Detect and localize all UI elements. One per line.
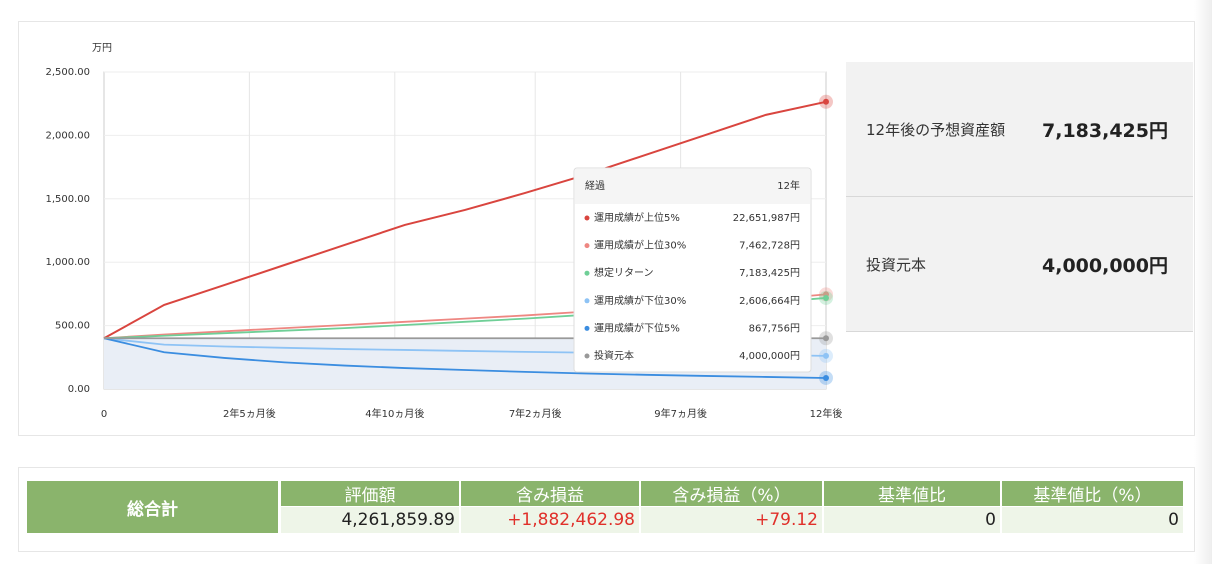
- tooltip-value: 4,000,000円: [739, 351, 800, 362]
- tooltip-series-name: 想定リターン: [594, 266, 654, 279]
- y-tick-label: 1,000.00: [45, 257, 90, 268]
- x-tick-label: 12年後: [810, 407, 843, 420]
- tooltip-header-bg: [575, 169, 810, 204]
- summary-row: 12年後の予想資産額 7,183,425円: [846, 62, 1193, 197]
- series-line: [103, 100, 827, 340]
- y-tick-label: 1,500.00: [45, 194, 90, 205]
- scroll-shadow: [1194, 0, 1212, 564]
- x-tick-label: 0: [101, 409, 107, 420]
- table-cell: +79.12: [641, 507, 822, 533]
- tooltip-dot: [584, 325, 590, 331]
- tooltip-series-name: 投資元本: [594, 349, 634, 362]
- tooltip-header-value: 12年: [777, 179, 800, 192]
- tooltip-dot: [584, 243, 590, 249]
- table-title: 総合計: [27, 481, 278, 533]
- tooltip-value: 7,462,728円: [739, 241, 800, 252]
- end-point: [823, 374, 829, 381]
- tooltip-header: 経過: [585, 179, 605, 192]
- summary-row: 投資元本 4,000,000円: [846, 197, 1193, 332]
- series-line: [103, 337, 827, 379]
- y-tick-label: 0.00: [68, 384, 90, 395]
- column-header: 評価額: [281, 481, 459, 506]
- tooltip-series-name: 運用成績が下位5%: [594, 321, 680, 334]
- table-cell: +1,882,462.98: [461, 507, 639, 533]
- tooltip-dot: [584, 298, 590, 304]
- tooltip-value: 22,651,987円: [733, 213, 800, 224]
- tooltip-value: 2,606,664円: [739, 296, 800, 307]
- column-header: 含み損益: [461, 481, 639, 506]
- table-cell: 4,261,859.89: [281, 507, 459, 533]
- summary-value: 4,000,000円: [1042, 254, 1168, 277]
- end-point: [823, 98, 829, 105]
- x-tick-label: 9年7ヵ月後: [654, 407, 707, 420]
- y-tick-label: 500.00: [55, 321, 90, 332]
- column-header: 基準値比: [824, 481, 1000, 506]
- tooltip-dot: [584, 215, 590, 221]
- tooltip-value: 867,756円: [749, 323, 800, 334]
- table-cell: 0: [1002, 507, 1183, 533]
- x-tick-label: 4年10ヵ月後: [365, 407, 424, 420]
- end-point: [823, 294, 829, 301]
- tooltip-series-name: 運用成績が上位30%: [594, 239, 686, 252]
- tooltip-dot: [584, 270, 590, 276]
- chart: 万円 0.00 500.00 1,000.00 1,500.00 2,000.00 2,5…: [45, 43, 843, 420]
- tooltip-series-name: 運用成績が下位30%: [594, 294, 686, 307]
- y-unit: 万円: [92, 43, 112, 54]
- x-tick-label: 2年5ヵ月後: [223, 407, 276, 420]
- y-tick-label: 2,000.00: [45, 130, 90, 141]
- tooltip-dot: [584, 353, 590, 359]
- table-cell: 0: [824, 507, 1000, 533]
- x-tick-label: 7年2ヵ月後: [509, 407, 562, 420]
- summary-value: 7,183,425円: [1042, 119, 1168, 142]
- tooltip-series-name: 運用成績が上位5%: [594, 211, 680, 224]
- column-header: 基準値比（%）: [1002, 481, 1183, 506]
- end-point: [823, 352, 829, 359]
- summary-label: 12年後の予想資産額: [866, 120, 1006, 139]
- tooltip-value: 7,183,425円: [739, 268, 800, 279]
- column-header: 含み損益（%）: [641, 481, 822, 506]
- summary-label: 投資元本: [866, 255, 927, 274]
- y-tick-label: 2,500.00: [45, 67, 90, 78]
- tooltip-box: [573, 167, 812, 373]
- end-point: [823, 335, 829, 342]
